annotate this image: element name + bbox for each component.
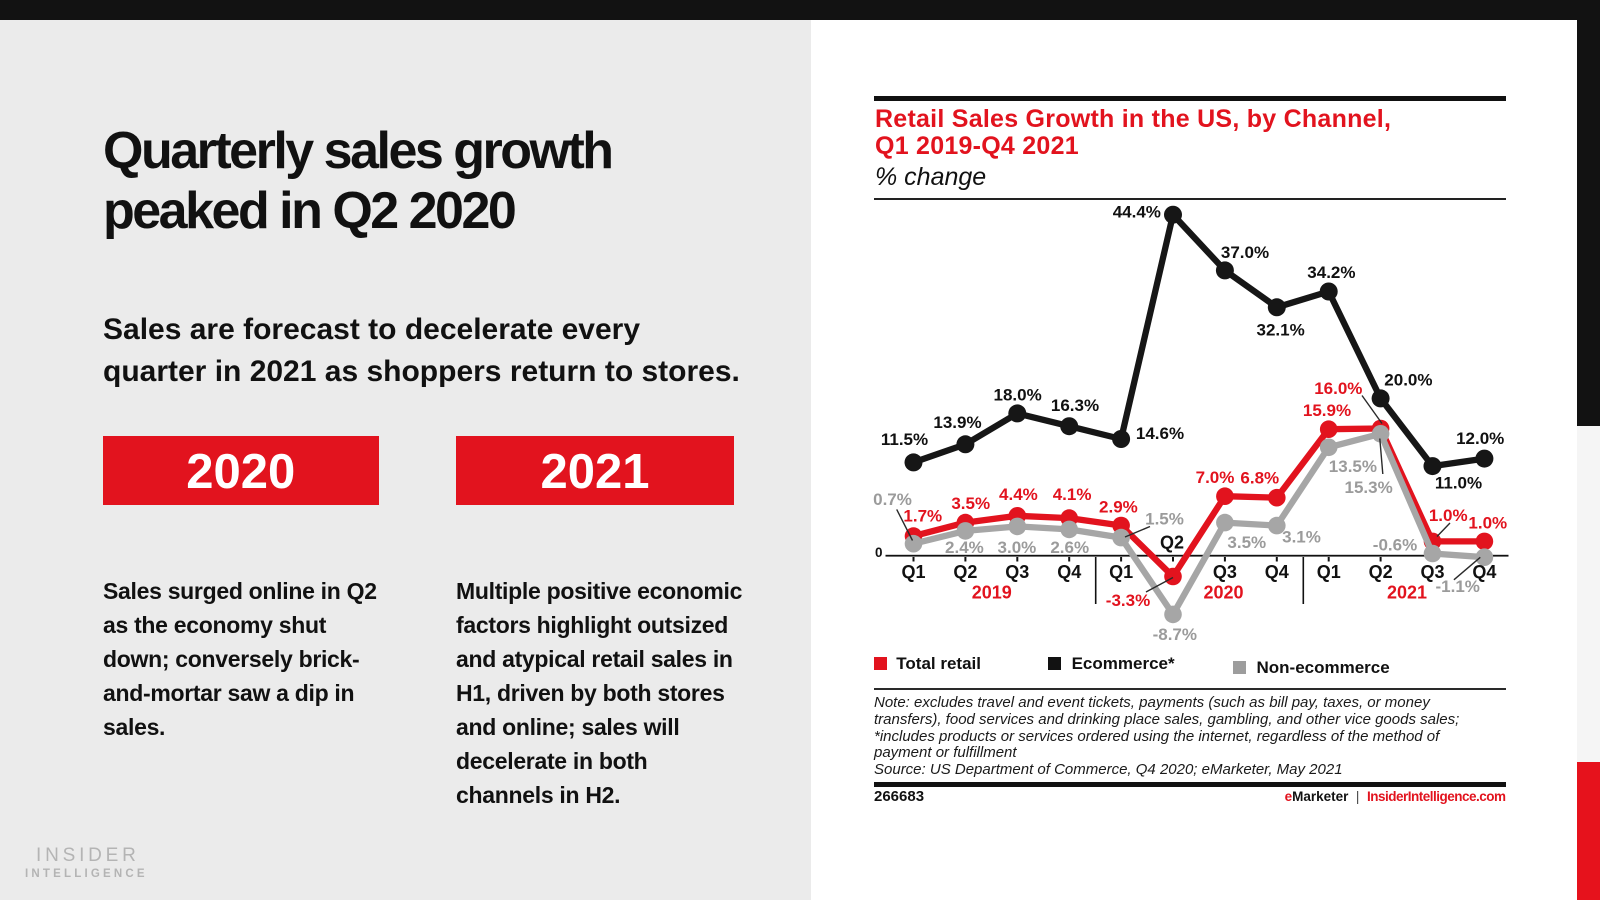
svg-text:2.6%: 2.6%	[1050, 538, 1089, 557]
svg-text:Q1: Q1	[1109, 562, 1133, 582]
svg-text:1.0%: 1.0%	[1429, 506, 1468, 525]
svg-text:-8.7%: -8.7%	[1153, 625, 1197, 644]
svg-text:Q3: Q3	[1213, 562, 1237, 582]
svg-text:1.7%: 1.7%	[903, 507, 942, 526]
svg-text:12.0%: 12.0%	[1456, 429, 1504, 448]
svg-text:7.0%: 7.0%	[1196, 468, 1235, 487]
svg-text:13.9%: 13.9%	[933, 413, 981, 432]
svg-text:Q1: Q1	[901, 562, 925, 582]
svg-text:-3.3%: -3.3%	[1106, 591, 1150, 610]
svg-text:14.6%: 14.6%	[1136, 424, 1184, 443]
svg-text:2021: 2021	[1387, 583, 1427, 603]
svg-text:44.4%: 44.4%	[1113, 202, 1161, 221]
svg-text:Q3: Q3	[1420, 562, 1444, 582]
svg-text:Q3: Q3	[1005, 562, 1029, 582]
svg-text:20.0%: 20.0%	[1384, 371, 1432, 390]
svg-text:-0.6%: -0.6%	[1373, 535, 1417, 554]
svg-text:1.0%: 1.0%	[1468, 513, 1507, 532]
svg-text:4.4%: 4.4%	[999, 485, 1038, 504]
svg-text:15.9%: 15.9%	[1303, 401, 1351, 420]
svg-text:1.5%: 1.5%	[1145, 509, 1184, 528]
svg-text:-1.1%: -1.1%	[1435, 577, 1479, 596]
svg-text:3.0%: 3.0%	[998, 538, 1037, 557]
svg-text:0.7%: 0.7%	[873, 490, 912, 509]
svg-text:16.0%: 16.0%	[1314, 379, 1362, 398]
svg-text:Q2: Q2	[953, 562, 977, 582]
svg-text:Q2: Q2	[1369, 562, 1393, 582]
svg-text:Q4: Q4	[1057, 562, 1081, 582]
svg-text:16.3%: 16.3%	[1051, 396, 1099, 415]
svg-text:32.1%: 32.1%	[1256, 320, 1304, 339]
svg-text:Q1: Q1	[1317, 562, 1341, 582]
svg-text:13.5%: 13.5%	[1329, 457, 1377, 476]
svg-text:Q4: Q4	[1472, 562, 1496, 582]
svg-text:34.2%: 34.2%	[1307, 263, 1355, 282]
svg-text:3.1%: 3.1%	[1282, 528, 1321, 547]
svg-text:18.0%: 18.0%	[993, 385, 1041, 404]
svg-text:11.0%: 11.0%	[1435, 473, 1482, 492]
svg-text:15.3%: 15.3%	[1344, 478, 1392, 497]
svg-text:Q2: Q2	[1160, 533, 1184, 553]
svg-text:4.1%: 4.1%	[1053, 485, 1092, 504]
svg-text:2.4%: 2.4%	[945, 538, 984, 557]
svg-text:0: 0	[875, 545, 883, 560]
svg-text:Q4: Q4	[1265, 562, 1289, 582]
svg-text:2020: 2020	[1203, 583, 1243, 603]
svg-text:37.0%: 37.0%	[1221, 243, 1269, 262]
svg-text:6.8%: 6.8%	[1240, 468, 1279, 487]
svg-text:3.5%: 3.5%	[1227, 533, 1266, 552]
svg-text:2019: 2019	[972, 583, 1012, 603]
svg-text:11.5%: 11.5%	[881, 430, 928, 449]
svg-text:3.5%: 3.5%	[951, 494, 990, 513]
svg-text:2.9%: 2.9%	[1099, 498, 1138, 517]
